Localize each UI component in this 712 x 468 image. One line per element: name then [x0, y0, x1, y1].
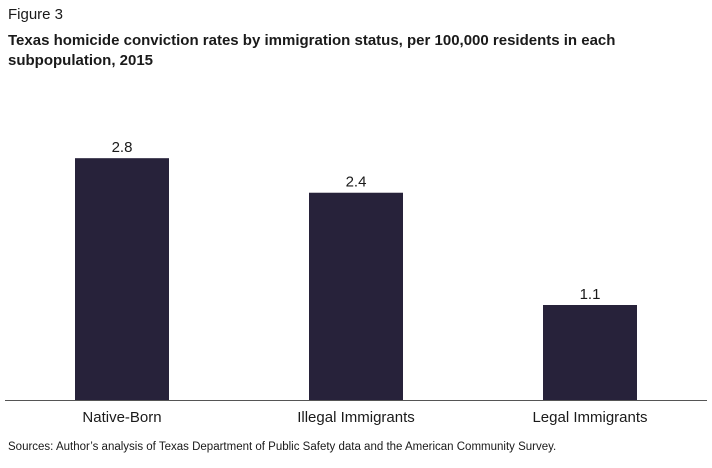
bar-illegal-immigrants	[309, 192, 403, 400]
bar-chart: 2.8 Native-Born 2.4 Illegal Immigrants 1.1 Le…	[5, 139, 707, 426]
data-label: 2.8	[112, 139, 133, 156]
labels-layer: 2.8 Native-Born 2.4 Illegal Immigrants 1.1 Le…	[82, 139, 647, 426]
x-tick-label: Illegal Immigrants	[297, 409, 415, 426]
bars-layer	[75, 158, 637, 400]
bar-native-born	[75, 158, 169, 400]
data-label: 2.4	[346, 174, 367, 191]
figure-label: Figure 3	[8, 6, 64, 23]
x-tick-label: Legal Immigrants	[532, 409, 647, 426]
data-label: 1.1	[580, 286, 601, 303]
bar-legal-immigrants	[543, 305, 637, 400]
x-tick-label: Native-Born	[82, 409, 161, 426]
source-note: Sources: Author’s analysis of Texas Depa…	[8, 441, 557, 453]
chart-title: Texas homicide conviction rates by immig…	[8, 32, 616, 69]
